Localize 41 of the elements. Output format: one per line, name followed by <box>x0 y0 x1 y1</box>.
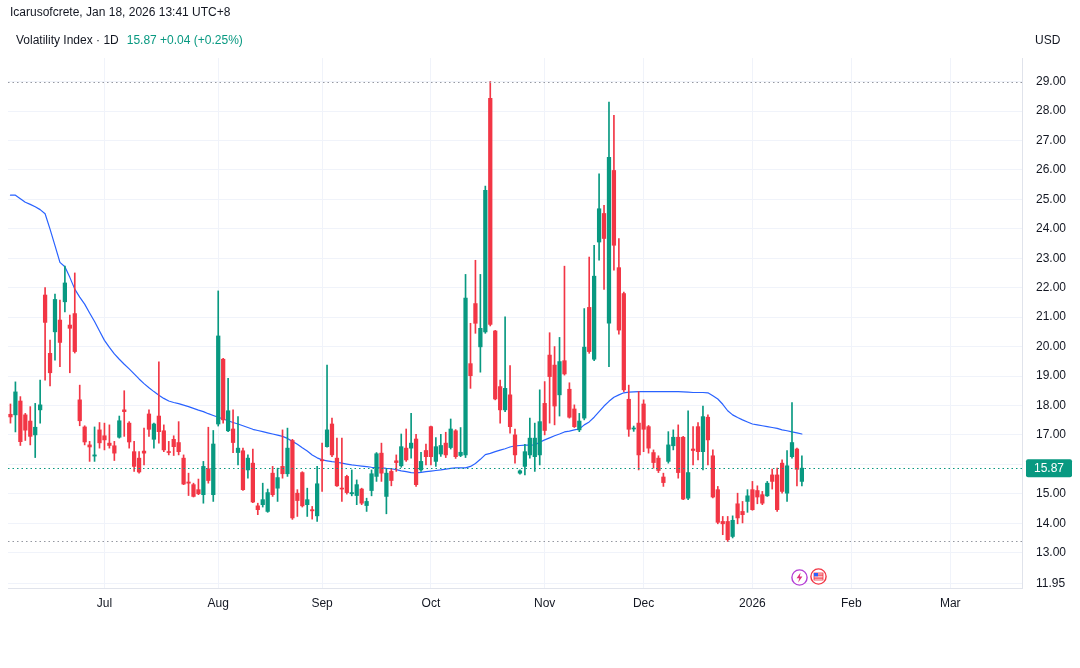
candlestick <box>33 403 38 458</box>
y-tick-label: 20.00 <box>1036 338 1067 353</box>
candlestick <box>206 426 211 484</box>
x-tick-label: 2026 <box>739 595 767 610</box>
candlestick <box>235 416 241 466</box>
y-tick-label: 14.00 <box>1036 515 1067 530</box>
candlestick <box>310 506 315 520</box>
chart-subtitle: 15.87 +0.04 (+0.25%) <box>126 33 243 47</box>
ref-line-label: 15.87 <box>1033 460 1065 475</box>
y-tick-label: 13.00 <box>1036 544 1067 559</box>
candlestick <box>394 454 399 472</box>
text: Icarusofcrete, Jan 18, 2026 13:41 UTC+8 <box>10 5 231 19</box>
y-tick-label: 21.00 <box>1036 309 1067 324</box>
candlestick <box>502 316 508 412</box>
y-tick-label: 22.00 <box>1036 279 1067 294</box>
x-tick-label: Oct <box>421 595 441 610</box>
candlestick <box>166 441 171 456</box>
x-tick-label: Nov <box>534 595 556 610</box>
y-tick-label: 15.00 <box>1036 486 1067 501</box>
y-tick-label: 18.00 <box>1036 397 1067 412</box>
y-tick-label: 24.00 <box>1036 221 1067 236</box>
y-tick-label: 27.00 <box>1036 132 1067 147</box>
x-tick-label: Jul <box>96 595 113 610</box>
y-tick-label: 25.00 <box>1036 191 1067 206</box>
y-tick-label: 28.00 <box>1036 103 1067 118</box>
candlestick <box>319 442 325 492</box>
candlestick <box>305 487 310 517</box>
y-tick-label: 11.95 <box>1036 575 1066 590</box>
chart-title: Volatility Index · 1D <box>16 33 119 47</box>
x-tick-label: Feb <box>841 595 863 610</box>
y-tick-label: 17.00 <box>1036 427 1067 442</box>
candlestick <box>324 364 330 448</box>
y-tick-label: 29.00 <box>1036 73 1067 88</box>
y-tick-label: 23.00 <box>1036 250 1067 265</box>
x-tick-label: Sep <box>311 595 334 610</box>
y-tick-label: 26.00 <box>1036 162 1067 177</box>
x-tick-label: Mar <box>939 595 961 610</box>
y-tick-label: 19.00 <box>1036 368 1067 383</box>
x-tick-label: Dec <box>632 595 655 610</box>
x-tick-label: Aug <box>207 595 229 610</box>
y-axis-title: USD <box>1035 33 1061 47</box>
